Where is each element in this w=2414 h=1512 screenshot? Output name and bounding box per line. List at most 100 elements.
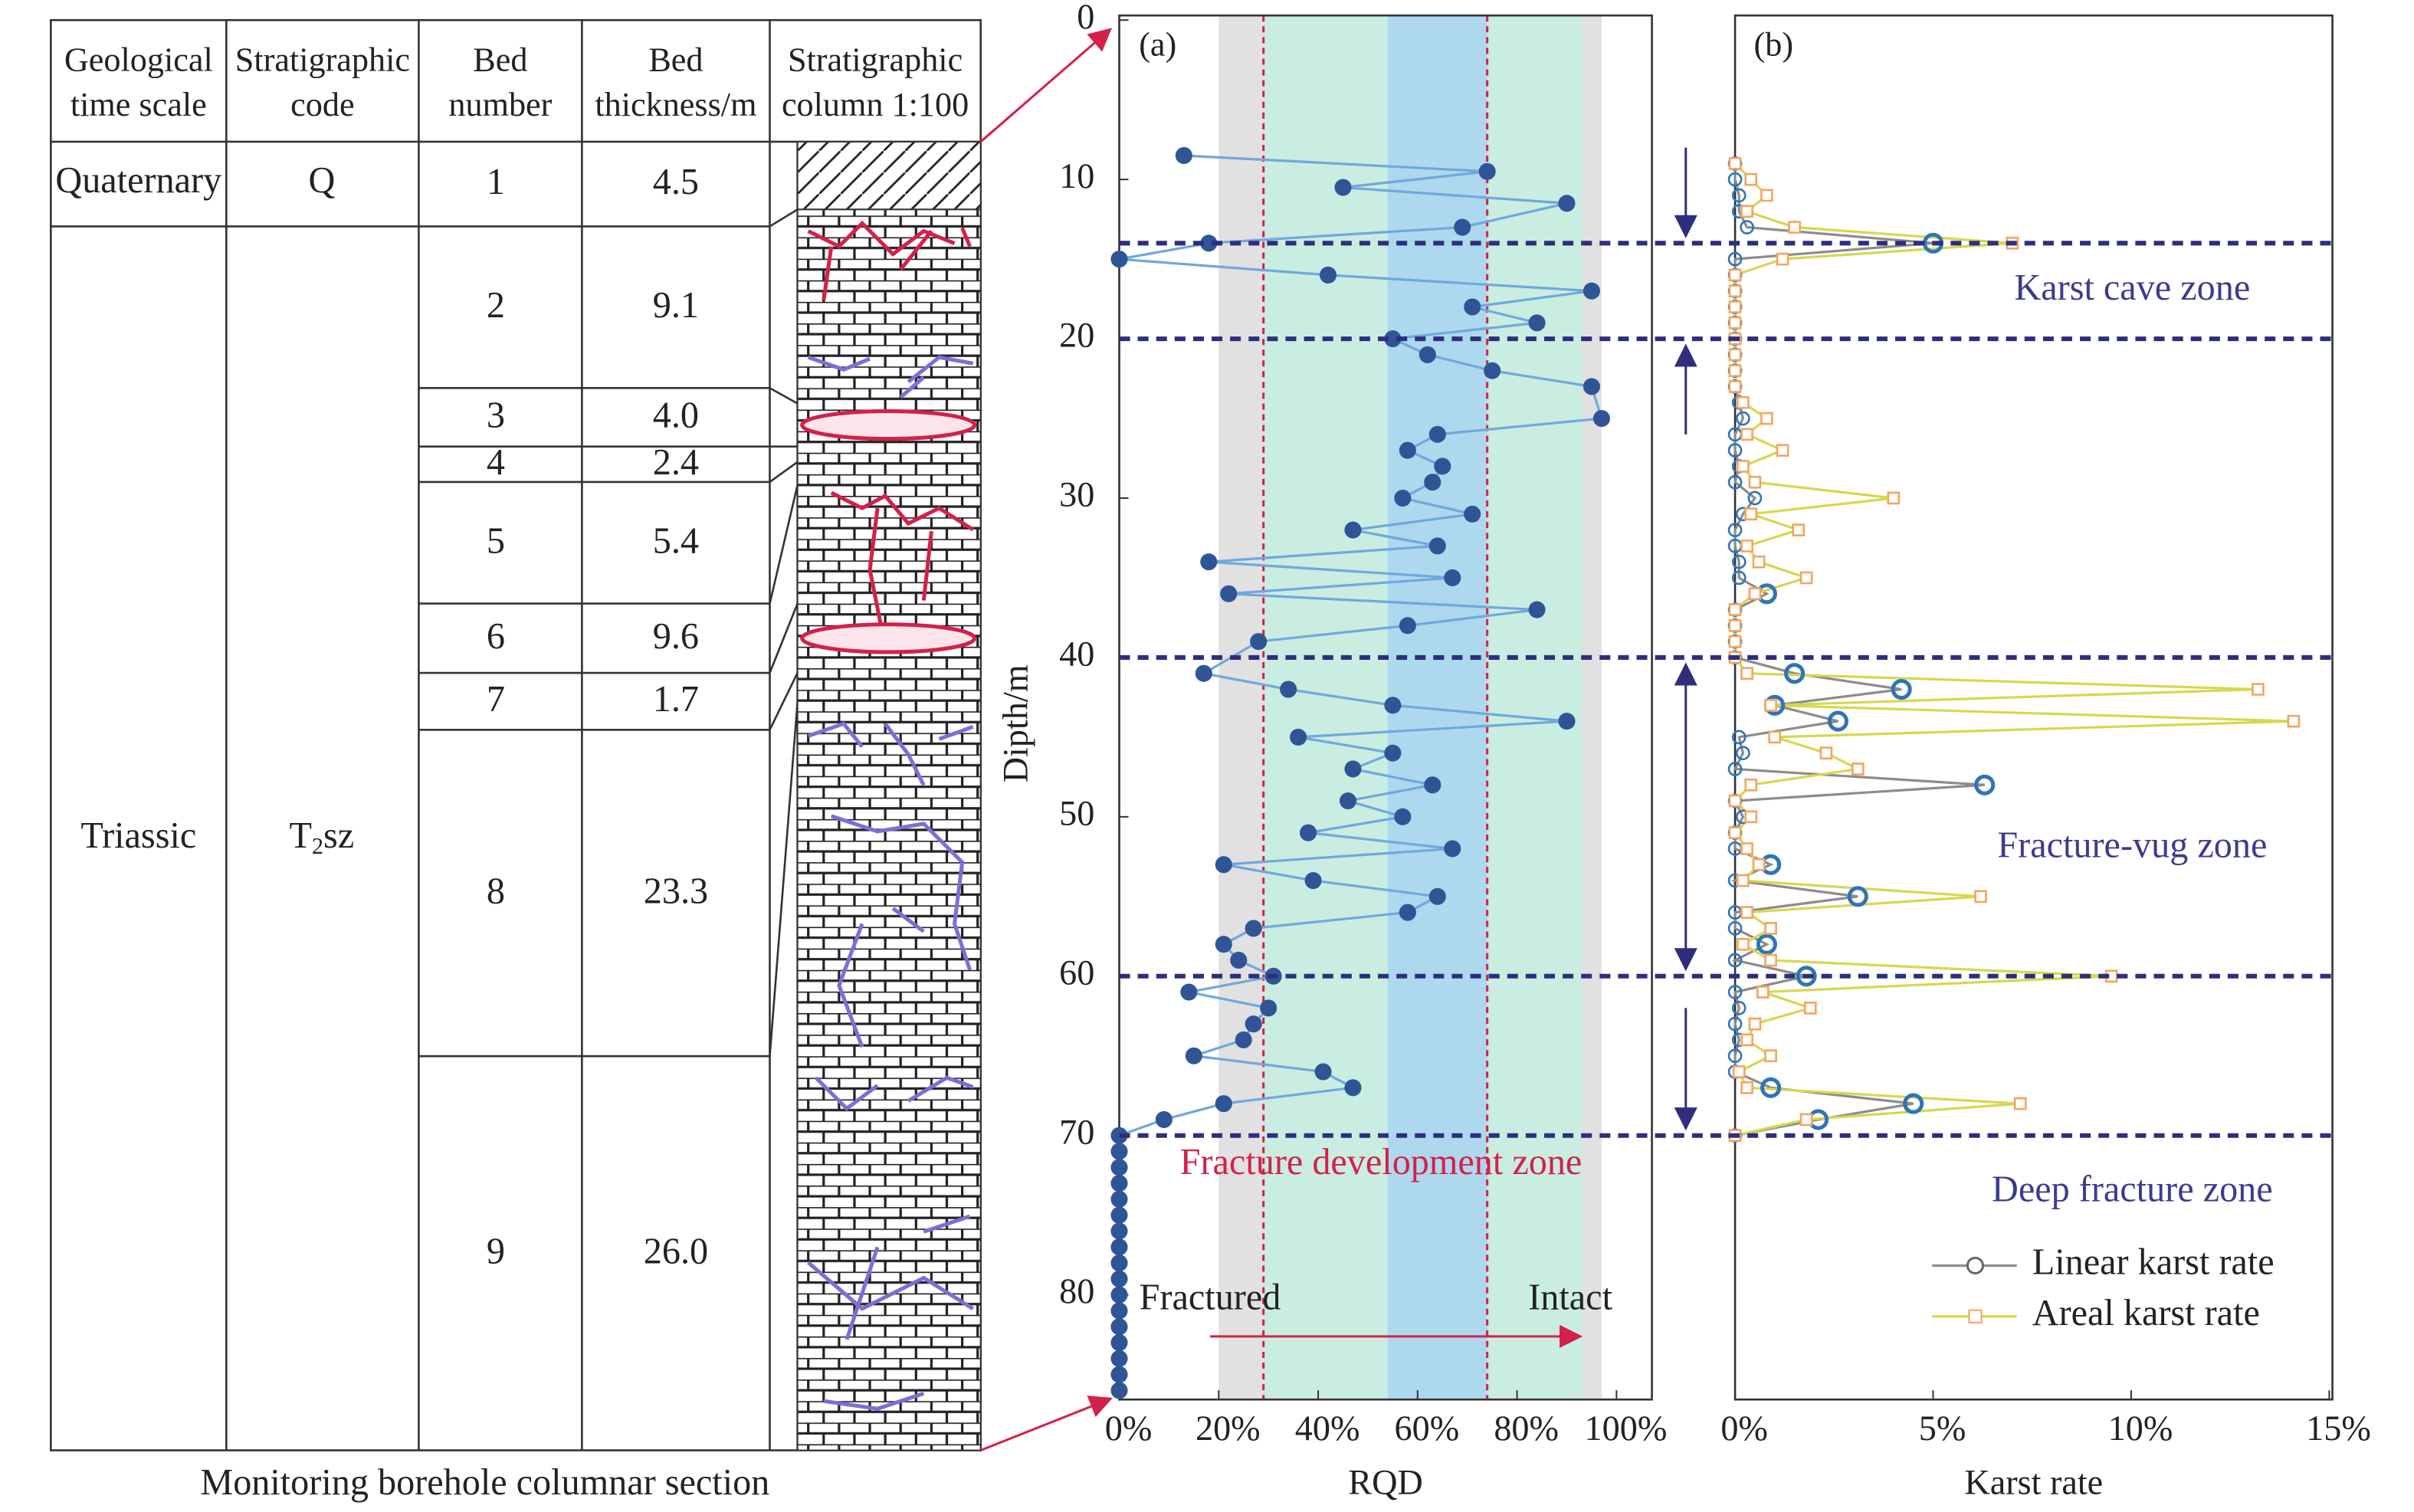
data-point <box>1764 953 1777 967</box>
connector-rule <box>769 672 799 730</box>
data-point <box>1727 953 1743 968</box>
data-point <box>1747 490 1763 506</box>
code-part: sz <box>323 815 354 856</box>
decorations <box>807 28 1114 1451</box>
data-point <box>1454 218 1471 236</box>
data-point <box>1768 730 1782 744</box>
bed-number: 4 <box>487 442 505 483</box>
data-point <box>1220 585 1238 602</box>
data-point <box>1215 856 1232 874</box>
x-tick-label: 0% <box>1105 1409 1153 1448</box>
data-point <box>1728 619 1742 632</box>
data-point <box>1744 172 1758 186</box>
data-point <box>1110 1382 1128 1399</box>
y-tick-label: 30 <box>1059 475 1094 514</box>
data-point <box>1245 920 1262 937</box>
x-tick-label: 60% <box>1395 1409 1460 1448</box>
data-point <box>1727 921 1743 936</box>
data-point <box>1760 189 1773 202</box>
bed-thickness: 4.5 <box>653 162 699 202</box>
data-point <box>1737 395 1750 409</box>
y-tick-label: 70 <box>1059 1112 1094 1151</box>
data-point <box>1434 458 1451 475</box>
data-point <box>1215 1095 1232 1113</box>
data-point <box>1110 1350 1128 1367</box>
data-point <box>1464 505 1481 523</box>
bed-thickness: 26.0 <box>644 1231 708 1271</box>
bed-thickness: 2.4 <box>653 442 699 483</box>
data-point <box>1740 667 1753 681</box>
data-point <box>1727 443 1743 458</box>
data-point <box>1180 983 1198 1001</box>
code-part: T <box>290 815 312 856</box>
data-point <box>1484 362 1501 379</box>
annotation: Intact <box>1528 1277 1612 1318</box>
data-point <box>1760 1077 1782 1098</box>
legend-marker <box>1968 1309 1983 1323</box>
connector-rule <box>769 208 799 228</box>
bed-thickness: 1.7 <box>653 679 699 720</box>
y-tick-label: 10 <box>1059 156 1094 195</box>
data-point <box>1230 951 1248 969</box>
x-tick-label: 20% <box>1196 1409 1261 1448</box>
data-point <box>1728 284 1742 298</box>
plot-frame <box>1118 14 1653 1401</box>
data-point <box>1110 1175 1128 1192</box>
y-tick-label: 20 <box>1059 316 1094 355</box>
data-point <box>1752 555 1766 569</box>
data-point <box>1744 810 1758 824</box>
x-tick-label: 5% <box>1919 1409 1966 1448</box>
data-point <box>1384 697 1402 714</box>
data-point <box>1428 425 1446 443</box>
data-point <box>1803 1002 1817 1015</box>
data-point <box>1728 603 1742 616</box>
header-text: Geological <box>64 41 213 79</box>
data-point <box>1110 1143 1128 1160</box>
data-point <box>1887 491 1901 505</box>
data-point <box>1399 441 1416 459</box>
data-point <box>1344 760 1362 778</box>
zone-label: Deep fracture zone <box>1992 1169 2273 1210</box>
period-time: Quaternary <box>55 160 221 201</box>
data-point <box>2252 683 2265 696</box>
data-point <box>1744 778 1758 792</box>
data-point <box>1728 268 1742 282</box>
x-tick-label: 0% <box>1720 1409 1768 1448</box>
data-point <box>1195 664 1212 682</box>
bed-thickness: 9.1 <box>653 285 699 326</box>
data-point <box>1891 678 1912 700</box>
period-code: Q <box>308 160 335 201</box>
header-text: code <box>290 86 354 123</box>
bed-thickness: 23.3 <box>644 871 708 911</box>
legend-label: Areal karst rate <box>2032 1293 2260 1333</box>
fractures <box>807 220 974 1411</box>
header-text: Stratigraphic <box>788 41 963 79</box>
data-point <box>1583 282 1600 300</box>
header-text: number <box>448 86 552 123</box>
data-point <box>1344 521 1362 539</box>
data-point <box>1748 587 1762 601</box>
data-point <box>1185 1047 1202 1064</box>
data-point <box>1110 1286 1128 1304</box>
data-point <box>1444 840 1461 858</box>
data-point <box>2287 714 2301 728</box>
y-tick-label: 40 <box>1059 635 1094 674</box>
data-point <box>1478 162 1496 180</box>
legend-label: Linear karst rate <box>2032 1242 2275 1283</box>
y-tick-label: 80 <box>1059 1271 1094 1310</box>
data-point <box>1727 1048 1743 1064</box>
axis-label: Dipth/m <box>996 664 1035 782</box>
bed-number: 1 <box>487 162 505 202</box>
data-point <box>1727 474 1743 490</box>
data-point <box>1528 601 1546 618</box>
data-point <box>1737 937 1750 951</box>
data-point <box>1764 922 1777 935</box>
bed-number: 9 <box>487 1231 505 1271</box>
data-point <box>1384 330 1402 348</box>
header-text: column 1:100 <box>782 86 969 123</box>
data-point <box>1583 378 1600 395</box>
data-point <box>1444 569 1461 587</box>
header-text: time scale <box>71 86 207 123</box>
data-point <box>1290 728 1307 746</box>
y-tick-label: 60 <box>1059 953 1094 992</box>
